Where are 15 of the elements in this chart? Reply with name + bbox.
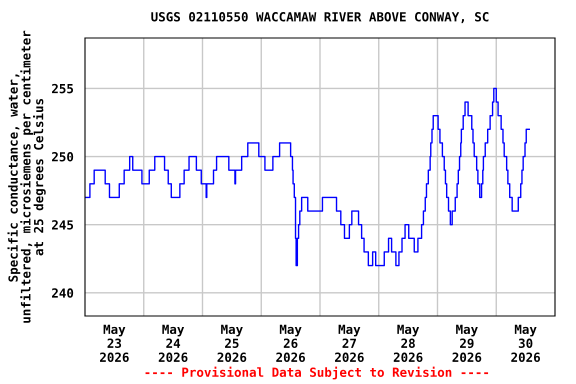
chart-title: USGS 02110550 WACCAMAW RIVER ABOVE CONWAY, SC bbox=[151, 12, 488, 24]
x-tick-label: May 30 2026 bbox=[511, 324, 540, 362]
text: ---- Provisional Data Subject to Revision ---- bbox=[146, 366, 488, 380]
x-tick-label: May 26 2026 bbox=[276, 324, 305, 362]
y-tick-label: 250 bbox=[52, 152, 74, 162]
x-tick-label: May 25 2026 bbox=[218, 324, 246, 362]
x-tick-label: May 24 2026 bbox=[158, 324, 188, 362]
y-tick-label: 255 bbox=[52, 84, 74, 94]
x-tick-label: May 27 2026 bbox=[335, 324, 364, 362]
y-tick-label: 240 bbox=[52, 288, 74, 298]
x-tick-label: May 23 2026 bbox=[100, 324, 129, 362]
x-tick-label: May 28 2026 bbox=[394, 324, 422, 362]
y-axis-title: Specific conductance, water, unfiltered, microsiemens per centimeter at 25 degrees Celsius bbox=[7, 30, 46, 323]
y-tick-label: 245 bbox=[52, 220, 74, 230]
x-tick-label: May 29 2026 bbox=[452, 324, 482, 362]
